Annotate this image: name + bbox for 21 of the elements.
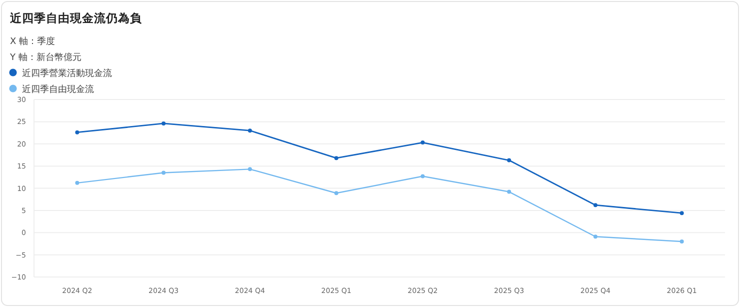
point: [507, 190, 512, 194]
annotation: X 軸：季度: [10, 37, 56, 47]
annotation: Y 軸：新台幣億元: [10, 53, 82, 63]
point: [680, 240, 684, 244]
point: [420, 174, 425, 178]
point: [420, 140, 425, 145]
point: [334, 156, 338, 160]
point: [162, 170, 166, 175]
point: [680, 211, 684, 216]
legend-label: 近四季營業活動現金流: [22, 68, 112, 79]
title: 近四季自由現金流仍為負: [10, 11, 142, 25]
point: [75, 180, 80, 185]
point: [593, 234, 598, 239]
point: [162, 121, 166, 126]
legend-label: 近四季自由現金流: [22, 84, 94, 95]
point: [334, 191, 338, 196]
point: [248, 167, 252, 172]
point: [593, 203, 598, 208]
point: [507, 158, 512, 162]
point: [75, 130, 80, 134]
point: [248, 128, 252, 133]
